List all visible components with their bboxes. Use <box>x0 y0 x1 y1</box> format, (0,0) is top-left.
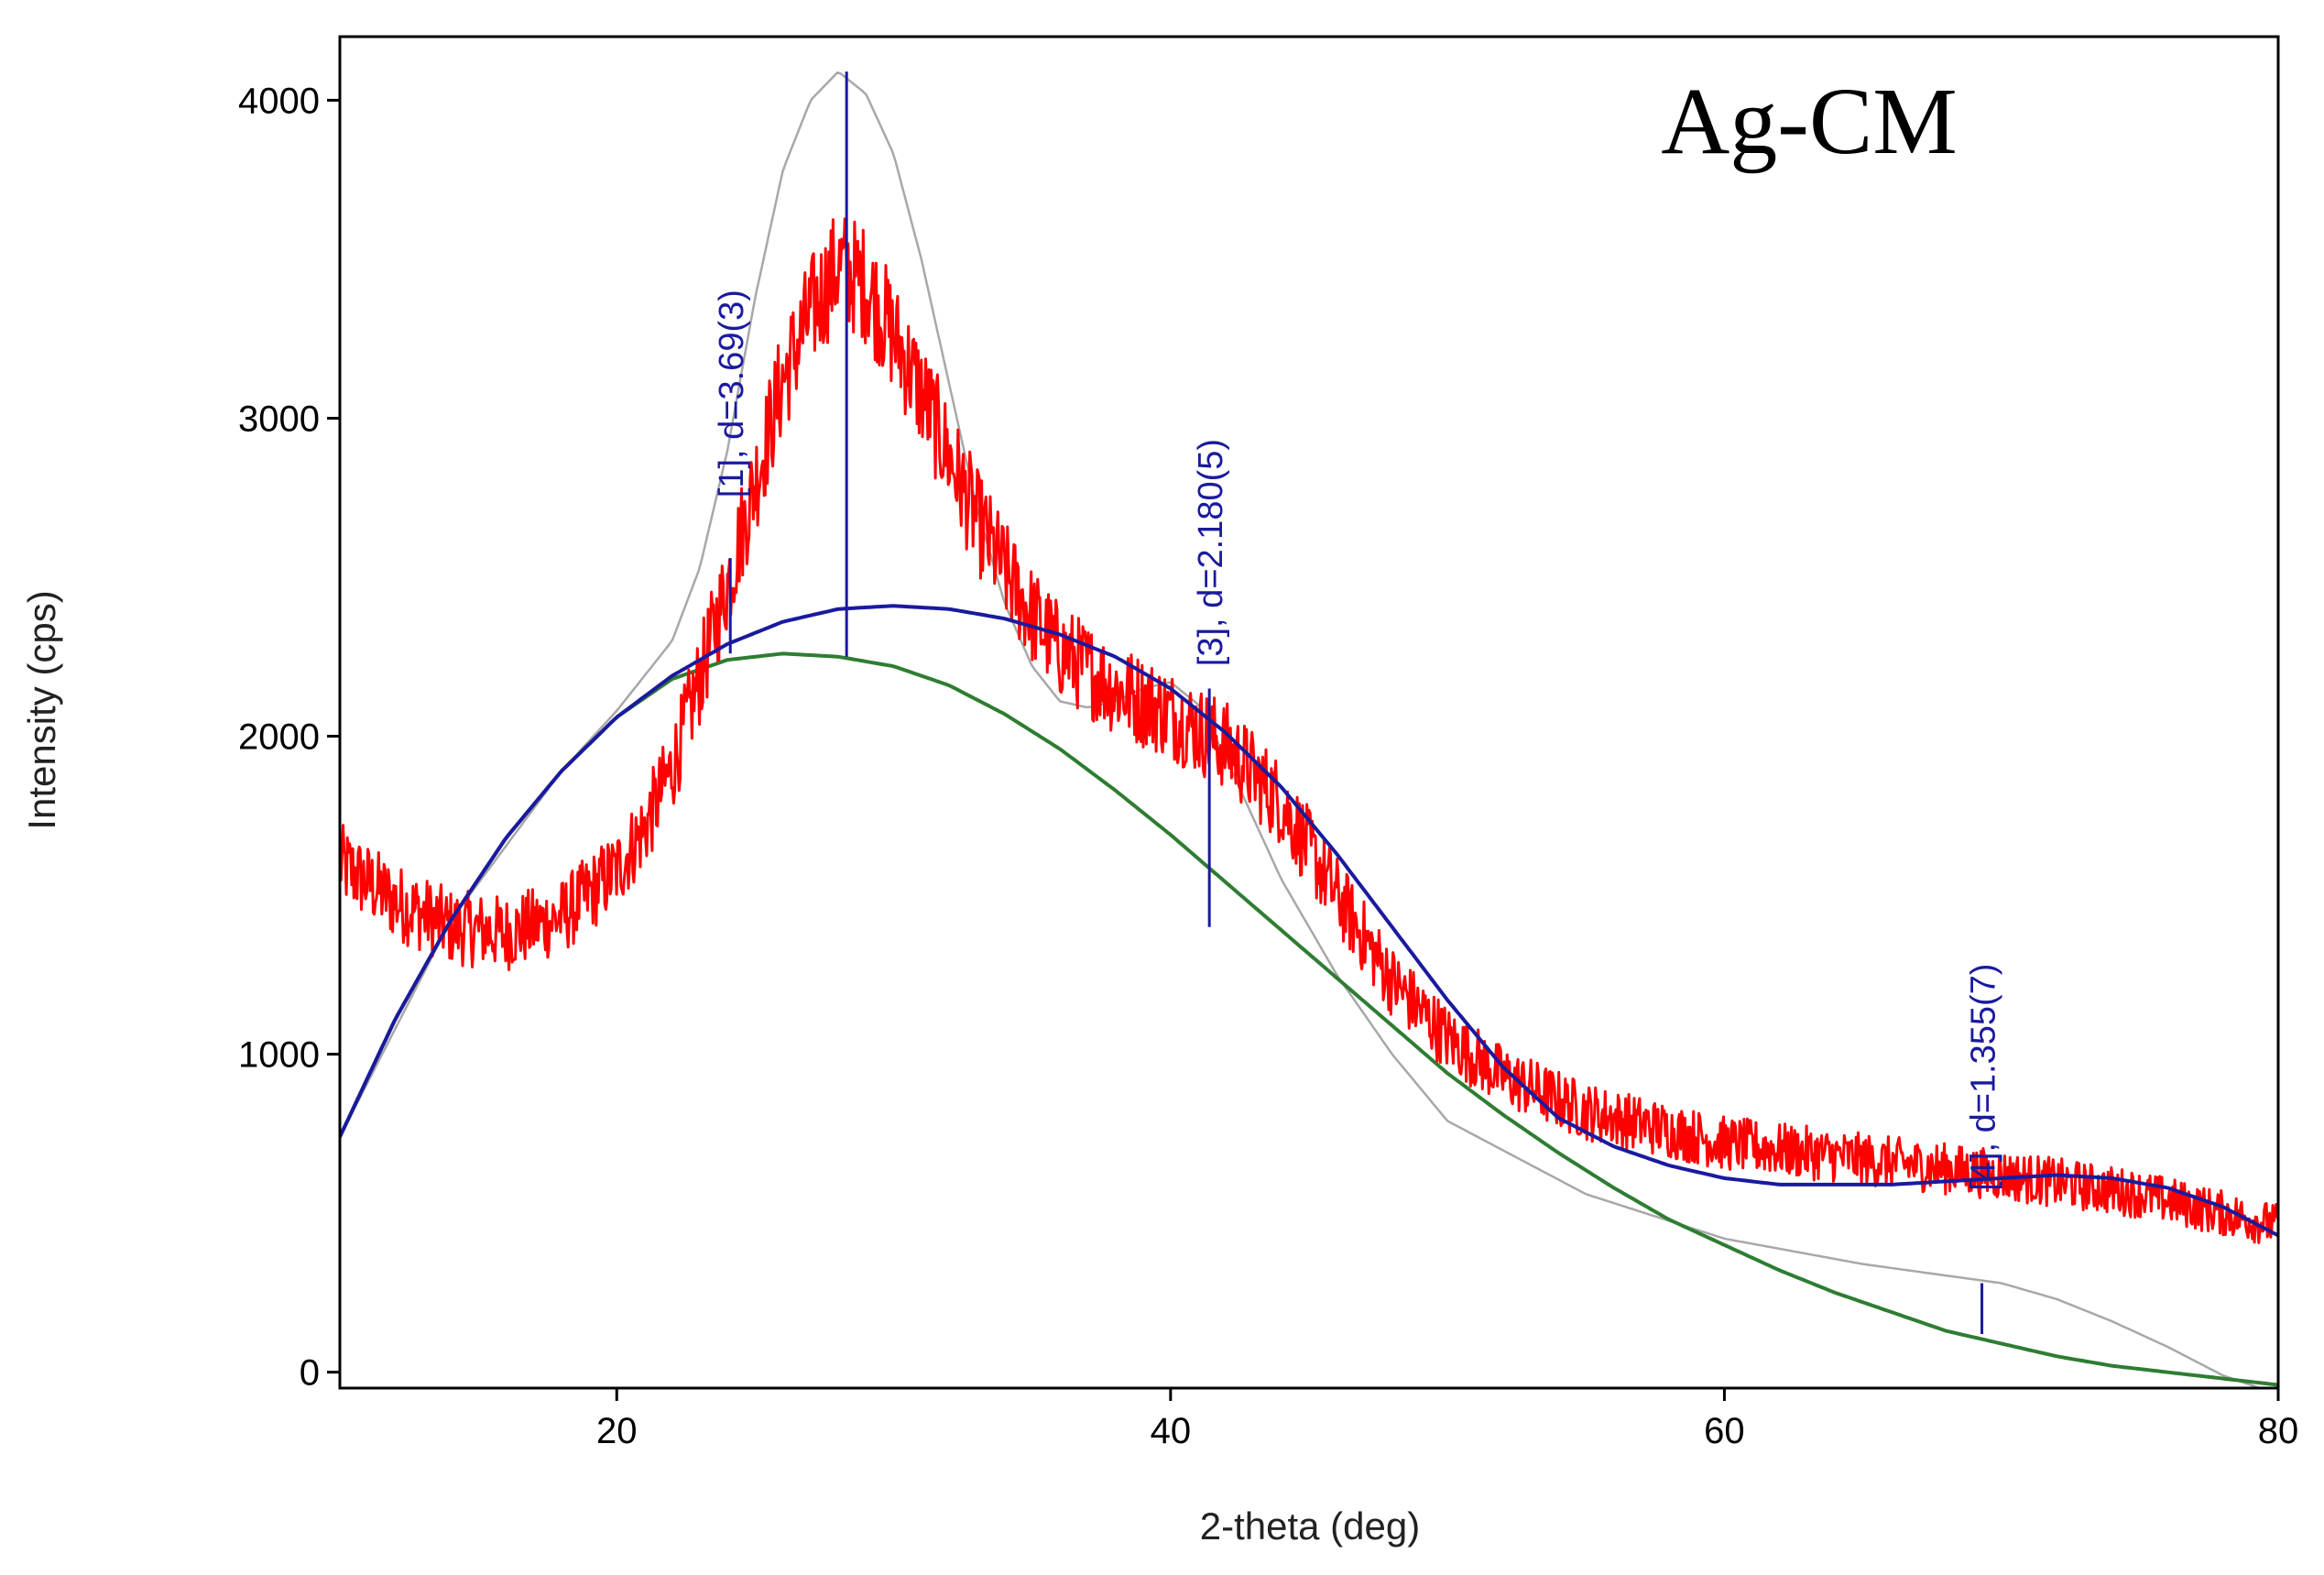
y-tick-label: 0 <box>300 1353 320 1394</box>
x-tick-label: 40 <box>1151 1411 1192 1451</box>
x-tick-label: 60 <box>1704 1411 1745 1451</box>
y-axis-title: Intensity (cps) <box>20 590 63 829</box>
x-axis-ticks: 20 40 60 80 <box>596 1388 2298 1451</box>
y-tick-label: 4000 <box>238 81 320 121</box>
peak-label: [1], d=3.69(3) <box>713 290 751 498</box>
peak-label: [4], d=1.355(7) <box>1965 964 2003 1191</box>
peak-marker-layer: [1], d=3.69(3) [3], d=2.180(5) [4], d=1.35… <box>713 71 2003 1334</box>
x-tick-label: 20 <box>596 1411 638 1451</box>
plot-frame <box>338 35 2280 1390</box>
y-tick-label: 2000 <box>238 717 320 758</box>
series-fit-total <box>340 604 2278 1238</box>
peak-label: [3], d=2.180(5) <box>1192 439 1230 666</box>
series-observed <box>340 217 2278 1244</box>
y-tick-label: 3000 <box>238 399 320 439</box>
series-background <box>340 651 2278 1387</box>
series-peaks-total <box>340 71 2264 1388</box>
series-layer <box>340 71 2278 1388</box>
chart-title: Ag-CM <box>1661 69 1958 174</box>
x-tick-label: 80 <box>2258 1411 2299 1451</box>
y-axis-ticks: 0 1000 2000 3000 4000 <box>238 81 340 1394</box>
y-tick-label: 1000 <box>238 1035 320 1076</box>
x-axis-title: 2-theta (deg) <box>1200 1504 1420 1548</box>
